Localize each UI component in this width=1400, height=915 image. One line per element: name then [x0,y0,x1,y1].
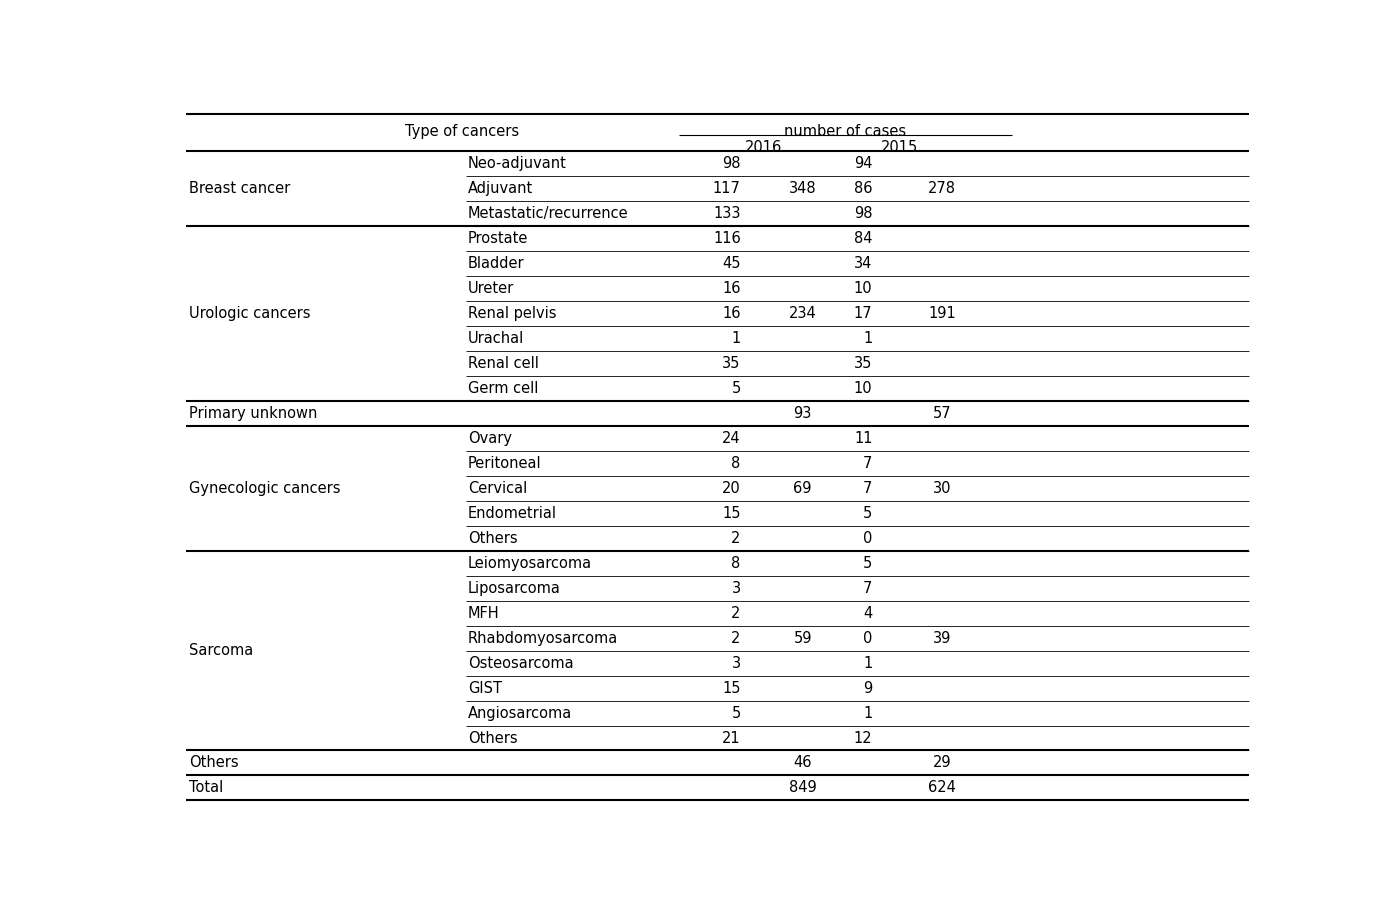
Text: Peritoneal: Peritoneal [468,456,542,470]
Text: 46: 46 [794,756,812,770]
Text: 59: 59 [794,630,812,645]
Text: Gynecologic cancers: Gynecologic cancers [189,480,340,496]
Text: 1: 1 [731,330,741,346]
Text: 93: 93 [794,405,812,421]
Text: 116: 116 [713,231,741,245]
Text: Total: Total [189,780,223,795]
Text: Metastatic/recurrence: Metastatic/recurrence [468,206,629,221]
Text: Rhabdomyosarcoma: Rhabdomyosarcoma [468,630,619,645]
Text: Angiosarcoma: Angiosarcoma [468,705,573,720]
Text: 5: 5 [864,555,872,571]
Text: Breast cancer: Breast cancer [189,180,290,196]
Text: 69: 69 [794,480,812,496]
Text: 4: 4 [864,606,872,620]
Text: Neo-adjuvant: Neo-adjuvant [468,156,567,170]
Text: 1: 1 [864,705,872,720]
Text: 17: 17 [854,306,872,320]
Text: 30: 30 [932,480,952,496]
Text: 98: 98 [722,156,741,170]
Text: MFH: MFH [468,606,500,620]
Text: Osteosarcoma: Osteosarcoma [468,655,574,671]
Text: 7: 7 [864,456,872,470]
Text: Bladder: Bladder [468,255,525,271]
Text: 5: 5 [864,506,872,521]
Text: number of cases: number of cases [784,124,906,139]
Text: 3: 3 [732,580,741,596]
Text: 24: 24 [722,431,741,446]
Text: Germ cell: Germ cell [468,381,539,395]
Text: 34: 34 [854,255,872,271]
Text: 8: 8 [731,456,741,470]
Text: 2016: 2016 [745,140,783,155]
Text: 98: 98 [854,206,872,221]
Text: 133: 133 [713,206,741,221]
Text: 2015: 2015 [881,140,918,155]
Text: GIST: GIST [468,681,503,695]
Text: 3: 3 [732,655,741,671]
Text: Urachal: Urachal [468,330,524,346]
Text: 0: 0 [864,630,872,645]
Text: 16: 16 [722,306,741,320]
Text: 348: 348 [790,180,816,196]
Text: 45: 45 [722,255,741,271]
Text: Adjuvant: Adjuvant [468,180,533,196]
Text: 35: 35 [722,356,741,371]
Text: 86: 86 [854,180,872,196]
Text: Endometrial: Endometrial [468,506,557,521]
Text: 2: 2 [731,606,741,620]
Text: 849: 849 [788,780,816,795]
Text: 624: 624 [928,780,956,795]
Text: 278: 278 [928,180,956,196]
Text: Others: Others [189,756,238,770]
Text: Renal cell: Renal cell [468,356,539,371]
Text: Liposarcoma: Liposarcoma [468,580,561,596]
Text: 11: 11 [854,431,872,446]
Text: Cervical: Cervical [468,480,528,496]
Text: 20: 20 [722,480,741,496]
Text: 5: 5 [731,381,741,395]
Text: 10: 10 [854,281,872,296]
Text: 1: 1 [864,330,872,346]
Text: 35: 35 [854,356,872,371]
Text: 2: 2 [731,630,741,645]
Text: 21: 21 [722,730,741,746]
Text: 8: 8 [731,555,741,571]
Text: 15: 15 [722,506,741,521]
Text: 10: 10 [854,381,872,395]
Text: 39: 39 [932,630,952,645]
Text: Prostate: Prostate [468,231,528,245]
Text: 7: 7 [864,580,872,596]
Text: 191: 191 [928,306,956,320]
Text: 7: 7 [864,480,872,496]
Text: 1: 1 [864,655,872,671]
Text: 12: 12 [854,730,872,746]
Text: 9: 9 [864,681,872,695]
Text: Others: Others [468,730,518,746]
Text: Leiomyosarcoma: Leiomyosarcoma [468,555,592,571]
Text: 2: 2 [731,531,741,545]
Text: 5: 5 [731,705,741,720]
Text: 16: 16 [722,281,741,296]
Text: 57: 57 [932,405,952,421]
Text: Urologic cancers: Urologic cancers [189,306,311,320]
Text: 29: 29 [932,756,952,770]
Text: Others: Others [468,531,518,545]
Text: 0: 0 [864,531,872,545]
Text: 94: 94 [854,156,872,170]
Text: Ureter: Ureter [468,281,514,296]
Text: 117: 117 [713,180,741,196]
Text: Type of cancers: Type of cancers [406,124,519,139]
Text: 84: 84 [854,231,872,245]
Text: 15: 15 [722,681,741,695]
Text: 234: 234 [788,306,816,320]
Text: Renal pelvis: Renal pelvis [468,306,556,320]
Text: Primary unknown: Primary unknown [189,405,318,421]
Text: Sarcoma: Sarcoma [189,643,253,658]
Text: Ovary: Ovary [468,431,512,446]
